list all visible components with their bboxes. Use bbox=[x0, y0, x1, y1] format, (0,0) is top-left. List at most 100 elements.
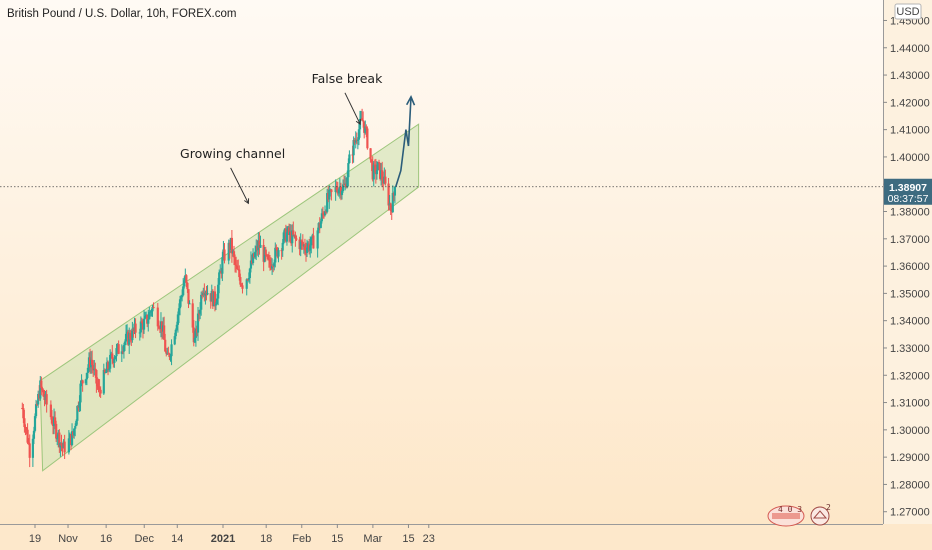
candle bbox=[223, 243, 226, 264]
candle-body bbox=[188, 303, 191, 305]
candle bbox=[305, 239, 309, 257]
candle-body bbox=[178, 299, 182, 309]
candle-body bbox=[326, 193, 329, 212]
candle bbox=[274, 242, 277, 268]
price-tick-label: 1.33000 bbox=[890, 343, 930, 355]
candle bbox=[124, 324, 128, 346]
candle bbox=[151, 305, 154, 317]
candle-body bbox=[74, 426, 77, 429]
candle-body bbox=[33, 416, 37, 431]
price-tick-label: 1.41000 bbox=[890, 125, 930, 137]
candle-body bbox=[335, 186, 338, 191]
candle bbox=[131, 321, 134, 343]
candle bbox=[98, 379, 101, 397]
candle bbox=[156, 302, 159, 331]
candle bbox=[188, 300, 191, 305]
price-tick-label: 1.40000 bbox=[890, 152, 930, 164]
candle-body bbox=[31, 438, 34, 458]
candle-body bbox=[232, 251, 236, 258]
candle-body bbox=[98, 387, 101, 390]
candle bbox=[76, 405, 79, 425]
candle bbox=[341, 179, 345, 193]
candle bbox=[248, 267, 251, 284]
candle-body bbox=[339, 186, 343, 196]
candle bbox=[236, 259, 239, 270]
candle-body bbox=[121, 351, 124, 353]
candle-body bbox=[56, 438, 59, 440]
candle-body bbox=[249, 260, 253, 269]
candle-body bbox=[233, 257, 237, 265]
candle-body bbox=[376, 162, 380, 171]
growing-channel[interactable] bbox=[39, 123, 420, 472]
candle bbox=[282, 230, 285, 245]
candle bbox=[114, 355, 117, 360]
candle bbox=[218, 269, 221, 294]
candle bbox=[259, 235, 262, 248]
candle-body bbox=[200, 294, 203, 310]
candle-body bbox=[49, 404, 52, 418]
price-tick-label: 1.44000 bbox=[890, 43, 930, 55]
candle bbox=[194, 320, 198, 347]
candle-body bbox=[193, 337, 196, 343]
candle-body bbox=[34, 404, 38, 417]
price-tick-label: 1.30000 bbox=[890, 425, 930, 437]
candle bbox=[103, 368, 106, 375]
candle bbox=[245, 278, 248, 296]
candle-body bbox=[122, 345, 126, 352]
price-tick-label: 1.36000 bbox=[890, 261, 930, 273]
candle-body bbox=[42, 390, 45, 397]
candle-body bbox=[348, 154, 351, 164]
candle-body bbox=[174, 329, 177, 337]
candle-body bbox=[109, 354, 112, 369]
candle-body bbox=[96, 383, 99, 387]
annotation-arrow-line bbox=[344, 92, 361, 125]
candle bbox=[348, 150, 351, 164]
candle-body bbox=[248, 268, 251, 279]
candle bbox=[45, 389, 48, 413]
price-tick-label: 1.42000 bbox=[890, 97, 930, 109]
candle bbox=[50, 410, 54, 425]
price-tick-label: 1.34000 bbox=[890, 316, 930, 328]
candle bbox=[79, 380, 82, 412]
candle-body bbox=[316, 230, 319, 249]
candle bbox=[33, 413, 37, 433]
time-tick-label: 15 bbox=[331, 533, 343, 545]
candle-body bbox=[273, 262, 276, 267]
candle-body bbox=[235, 264, 238, 266]
price-tick-label: 1.35000 bbox=[890, 288, 930, 300]
candle-body bbox=[389, 203, 392, 212]
candle bbox=[376, 161, 380, 171]
candle bbox=[42, 389, 45, 397]
candle bbox=[389, 202, 392, 215]
candle-body bbox=[170, 344, 173, 357]
candle-body bbox=[55, 423, 58, 439]
time-tick-label: Nov bbox=[58, 533, 78, 545]
candle bbox=[213, 286, 217, 312]
candle-body bbox=[246, 279, 249, 281]
candle-body bbox=[26, 429, 29, 443]
candle bbox=[326, 188, 329, 214]
candle bbox=[97, 378, 100, 393]
time-axis-panel[interactable] bbox=[0, 524, 932, 550]
candle-body bbox=[337, 189, 340, 194]
candle-body bbox=[139, 321, 142, 333]
candle-body bbox=[143, 316, 147, 319]
candle-body bbox=[295, 238, 298, 240]
candle-body bbox=[237, 268, 240, 270]
candle-body bbox=[183, 280, 186, 287]
candle-body bbox=[197, 313, 201, 315]
candle-body bbox=[325, 211, 328, 213]
currency-box[interactable] bbox=[894, 3, 922, 20]
candle-body bbox=[206, 293, 209, 295]
candle bbox=[330, 188, 333, 201]
candle bbox=[191, 299, 194, 333]
projection-path[interactable] bbox=[394, 96, 412, 187]
candle-body bbox=[230, 237, 233, 254]
candle bbox=[366, 126, 369, 150]
candle-body bbox=[191, 303, 194, 328]
candle-body bbox=[319, 221, 322, 228]
candle-body bbox=[364, 126, 367, 133]
price-axis-panel[interactable] bbox=[883, 0, 932, 524]
